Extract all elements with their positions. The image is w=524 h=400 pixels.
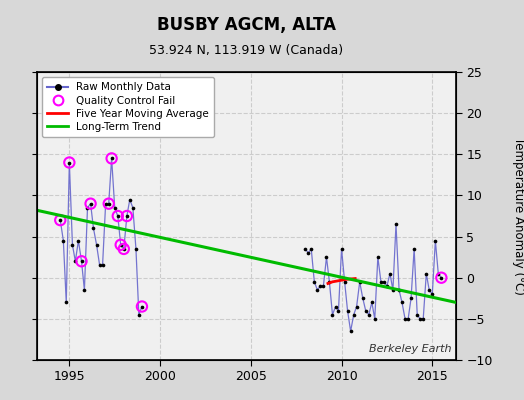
Point	[416, 316, 424, 322]
Point	[404, 316, 412, 322]
Point	[395, 287, 403, 293]
Point	[107, 155, 116, 162]
Point	[74, 238, 83, 244]
Point	[114, 213, 122, 219]
Point	[301, 246, 310, 252]
Point	[407, 295, 415, 302]
Point	[322, 254, 331, 260]
Point	[104, 200, 113, 207]
Point	[313, 287, 322, 293]
Point	[422, 270, 431, 277]
Point	[343, 308, 352, 314]
Point	[62, 299, 70, 306]
Point	[111, 204, 119, 211]
Point	[132, 246, 140, 252]
Point	[341, 279, 349, 285]
Point	[95, 262, 104, 268]
Point	[358, 295, 367, 302]
Point	[78, 258, 86, 264]
Point	[319, 283, 328, 289]
Point	[86, 200, 95, 207]
Point	[68, 242, 77, 248]
Point	[413, 312, 421, 318]
Point	[310, 279, 319, 285]
Point	[80, 287, 89, 293]
Point	[428, 291, 436, 297]
Point	[355, 279, 364, 285]
Point	[123, 213, 131, 219]
Point	[350, 312, 358, 318]
Point	[138, 303, 146, 310]
Point	[353, 303, 361, 310]
Point	[316, 283, 324, 289]
Point	[114, 213, 122, 219]
Point	[370, 316, 379, 322]
Point	[368, 299, 376, 306]
Point	[377, 279, 385, 285]
Point	[89, 225, 97, 232]
Point	[56, 217, 64, 223]
Point	[304, 250, 312, 256]
Point	[92, 242, 101, 248]
Point	[431, 238, 440, 244]
Text: Berkeley Earth: Berkeley Earth	[369, 344, 452, 354]
Point	[104, 200, 113, 207]
Point	[86, 200, 95, 207]
Point	[129, 204, 137, 211]
Point	[365, 312, 373, 318]
Point	[437, 274, 445, 281]
Point	[380, 279, 388, 285]
Point	[138, 303, 146, 310]
Point	[334, 308, 343, 314]
Point	[65, 159, 73, 166]
Point	[59, 238, 68, 244]
Point	[102, 200, 110, 207]
Point	[386, 270, 394, 277]
Point	[410, 246, 418, 252]
Point	[337, 246, 346, 252]
Point	[434, 270, 442, 277]
Point	[383, 283, 391, 289]
Point	[389, 287, 397, 293]
Legend: Raw Monthly Data, Quality Control Fail, Five Year Moving Average, Long-Term Tren: Raw Monthly Data, Quality Control Fail, …	[42, 77, 214, 137]
Point	[374, 254, 382, 260]
Text: BUSBY AGCM, ALTA: BUSBY AGCM, ALTA	[157, 16, 336, 34]
Point	[83, 204, 92, 211]
Point	[329, 312, 337, 318]
Point	[119, 246, 128, 252]
Point	[99, 262, 107, 268]
Point	[116, 242, 125, 248]
Point	[307, 246, 315, 252]
Text: 53.924 N, 113.919 W (Canada): 53.924 N, 113.919 W (Canada)	[149, 44, 343, 57]
Y-axis label: Temperature Anomaly (°C): Temperature Anomaly (°C)	[512, 137, 524, 295]
Point	[362, 308, 370, 314]
Point	[65, 159, 73, 166]
Point	[331, 303, 340, 310]
Point	[116, 242, 125, 248]
Point	[437, 274, 445, 281]
Point	[126, 196, 134, 203]
Point	[123, 213, 131, 219]
Point	[401, 316, 409, 322]
Point	[71, 258, 80, 264]
Point	[135, 312, 143, 318]
Point	[56, 217, 64, 223]
Point	[119, 246, 128, 252]
Point	[346, 328, 355, 334]
Point	[425, 287, 433, 293]
Point	[419, 316, 428, 322]
Point	[78, 258, 86, 264]
Point	[107, 155, 116, 162]
Point	[325, 279, 334, 285]
Point	[398, 299, 406, 306]
Point	[392, 221, 400, 228]
